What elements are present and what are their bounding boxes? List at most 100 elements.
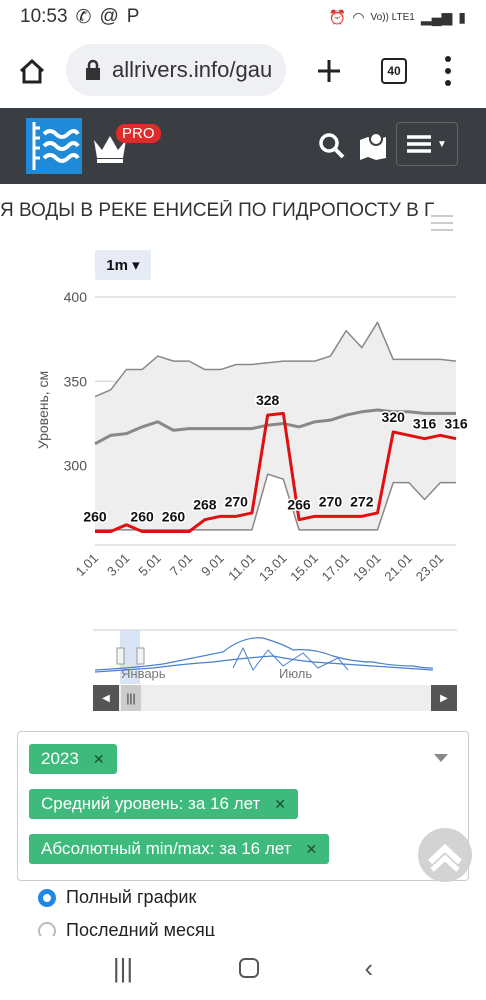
navigator-mini-chart[interactable]: Январь Июль xyxy=(93,628,457,684)
series-2023-line xyxy=(95,411,457,534)
x-tick-label: 15.01 xyxy=(287,551,321,585)
chart-menu-icon[interactable] xyxy=(431,215,453,231)
y-tick-label: 350 xyxy=(64,373,88,389)
map-icon[interactable] xyxy=(358,130,390,162)
data-label: 328 xyxy=(256,392,280,408)
browser-menu-icon[interactable] xyxy=(444,56,452,86)
page-title: Я ВОДЫ В РЕКЕ ЕНИСЕЙ ПО ГИДРОПОСТУ В Г xyxy=(0,200,435,221)
y-tick-labels: 300 350 400 xyxy=(64,289,88,474)
minmax-band xyxy=(95,322,456,530)
navigator-right-handle[interactable] xyxy=(136,647,145,665)
battery-icon: ▮ xyxy=(458,8,466,25)
range-selector-button[interactable]: 1m ▾ xyxy=(95,250,151,280)
x-tick-label: 5.01 xyxy=(135,551,164,580)
chart-lines xyxy=(94,321,457,534)
option-full-graph[interactable]: Полный график xyxy=(38,887,196,908)
data-label: 268 xyxy=(193,497,217,513)
remove-tag-icon[interactable]: ✕ xyxy=(305,840,318,857)
radio-last-month[interactable] xyxy=(38,922,56,936)
x-tick-label: 3.01 xyxy=(104,551,133,580)
tab-count-button[interactable]: 40 xyxy=(381,58,407,84)
chevron-up-icon xyxy=(427,843,463,872)
scroll-to-top-button[interactable] xyxy=(418,828,472,882)
search-icon[interactable] xyxy=(318,132,346,160)
chart-data-labels: 260 260 260 268 270 328 266 270 272 320 316 316 xyxy=(82,391,470,526)
recent-apps-icon[interactable]: ||| xyxy=(112,952,134,983)
alarm-icon: ⏰ xyxy=(328,8,347,25)
wifi-icon: ◠ xyxy=(352,8,365,25)
data-label: 316 xyxy=(444,416,468,432)
at-icon: @ xyxy=(99,6,119,27)
status-time: 10:53 xyxy=(20,6,68,27)
x-tick-label: 23.01 xyxy=(413,551,447,585)
data-label: 272 xyxy=(350,493,374,509)
new-tab-icon[interactable] xyxy=(316,58,342,84)
pro-badge: PRO xyxy=(116,124,161,143)
site-logo[interactable] xyxy=(26,118,82,174)
site-header: PRO ▼ xyxy=(0,108,486,184)
option-last-month[interactable]: Последний месяц xyxy=(38,920,215,936)
signal-icon: ▂▄▆ xyxy=(420,8,453,25)
tag-minmax-label: Абсолютный min/max: за 16 лет xyxy=(41,839,292,858)
navigator-left-handle[interactable] xyxy=(116,647,125,665)
data-label: 260 xyxy=(162,509,186,525)
back-icon[interactable]: ‹ xyxy=(364,952,374,983)
minmax-band-fill xyxy=(95,322,456,530)
android-nav-bar: ||| ‹ xyxy=(0,936,486,1000)
data-label: 270 xyxy=(225,493,249,509)
tag-year[interactable]: 2023 ✕ xyxy=(29,744,117,774)
x-tick-label: 19.01 xyxy=(350,551,384,585)
call-icon: ✆ xyxy=(75,6,92,28)
status-right: ⏰ ◠ Vo)) LTE1 ▂▄▆ ▮ xyxy=(329,9,466,26)
remove-tag-icon[interactable]: ✕ xyxy=(274,795,286,812)
scroll-left-button[interactable]: ◀ xyxy=(93,685,119,711)
data-label: 316 xyxy=(413,416,437,432)
tag-average-label: Средний уровень: за 16 лет xyxy=(41,794,261,813)
series-filter-box[interactable]: 2023 ✕ Средний уровень: за 16 лет ✕ Абсо… xyxy=(17,731,469,881)
x-tick-label: 11.01 xyxy=(225,551,258,584)
data-label: 266 xyxy=(287,497,311,513)
data-label: 320 xyxy=(382,409,406,425)
data-label: 260 xyxy=(83,509,107,525)
y-tick-label: 400 xyxy=(64,289,88,305)
x-tick-label: 7.01 xyxy=(167,551,196,580)
x-tick-label: 1.01 xyxy=(73,551,102,580)
radio-full-graph[interactable] xyxy=(38,888,56,907)
option-full-graph-label: Полный график xyxy=(66,887,197,907)
status-left: 10:53 ✆ @ P xyxy=(20,6,139,29)
lock-icon xyxy=(86,59,100,80)
scroll-right-button[interactable]: ▶ xyxy=(431,685,457,711)
menu-button[interactable]: ▼ xyxy=(396,122,458,166)
x-tick-label: 13.01 xyxy=(256,551,290,585)
navigator-label-left: Январь xyxy=(121,666,166,681)
data-label: 270 xyxy=(319,493,343,509)
crown-icon[interactable] xyxy=(90,130,130,164)
series-average-line xyxy=(94,408,456,446)
tag-minmax[interactable]: Абсолютный min/max: за 16 лет ✕ xyxy=(29,834,330,864)
tab-count: 40 xyxy=(387,64,401,78)
scroll-thumb[interactable]: ||| xyxy=(121,685,141,711)
p-icon: P xyxy=(126,6,140,27)
series-abs-max-line xyxy=(94,321,457,398)
x-tick-label: 17.01 xyxy=(319,551,353,585)
x-tick-labels: 1.01 3.01 5.01 7.01 9.0111.0113.0115.0117.01… xyxy=(73,551,447,585)
range-label: 1m ▾ xyxy=(106,257,140,274)
data-label: 260 xyxy=(130,509,154,525)
network-label: Vo)) LTE1 xyxy=(370,11,415,23)
y-axis-title: Уровень, см xyxy=(35,371,51,449)
remove-tag-icon[interactable]: ✕ xyxy=(92,750,105,767)
tag-year-label: 2023 xyxy=(41,749,79,768)
hamburger-icon xyxy=(407,135,432,153)
tag-average[interactable]: Средний уровень: за 16 лет ✕ xyxy=(29,789,298,819)
water-level-chart: 260 260 260 268 270 328 266 270 272 320 316 316 300… xyxy=(35,289,470,585)
status-bar: 10:53 ✆ @ P ⏰ ◠ Vo)) LTE1 ▂▄▆ ▮ xyxy=(0,0,486,34)
browser-toolbar: allrivers.info/gau 40 xyxy=(0,34,486,108)
caret-down-icon: ▼ xyxy=(437,138,447,150)
home-icon[interactable] xyxy=(18,58,46,84)
home-button-icon[interactable] xyxy=(238,958,259,978)
url-bar[interactable]: allrivers.info/gau xyxy=(66,44,286,96)
option-last-month-label: Последний месяц xyxy=(66,920,216,936)
navigator-scrollbar[interactable]: ◀ ||| ▶ xyxy=(93,685,457,711)
dropdown-arrow-icon[interactable] xyxy=(434,754,448,762)
y-tick-label: 300 xyxy=(64,458,88,474)
